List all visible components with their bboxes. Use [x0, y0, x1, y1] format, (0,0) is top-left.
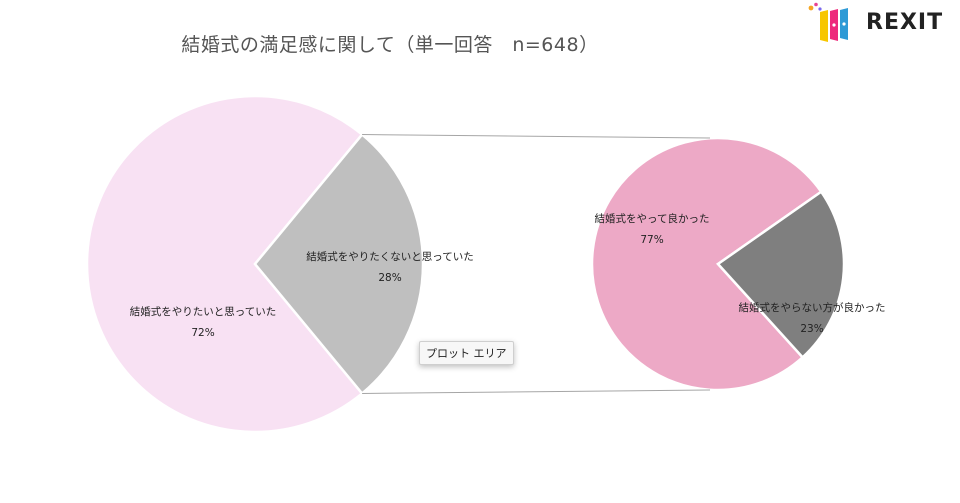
primary-slice-0 [85, 94, 364, 434]
secondary-value-1: 23% [800, 323, 823, 335]
primary-slice-1 [253, 132, 425, 396]
primary-value-0: 72% [191, 327, 214, 339]
primary-label-0: 結婚式をやりたいと思っていた [130, 305, 276, 318]
secondary-slice-0 [590, 136, 823, 392]
primary-value-1: 28% [378, 272, 401, 284]
secondary-label-0: 結婚式をやって良かった [595, 212, 710, 225]
logo-mark-icon [808, 2, 848, 42]
connector-line-bottom [362, 389, 711, 394]
primary-label-1: 結婚式をやりたくないと思っていた [306, 250, 473, 263]
logo-text: REXIT [866, 10, 944, 35]
chart-title: 結婚式の満足感に関して（単一回答 n=648） [181, 34, 599, 56]
rexit-logo: REXIT [806, 2, 956, 46]
connector-line-top [362, 134, 711, 139]
plot-area-tooltip: プロット エリア [419, 341, 514, 365]
secondary-slice-1 [716, 189, 846, 360]
secondary-label-1: 結婚式をやらない方が良かった [739, 301, 886, 314]
secondary-value-0: 77% [640, 234, 663, 246]
